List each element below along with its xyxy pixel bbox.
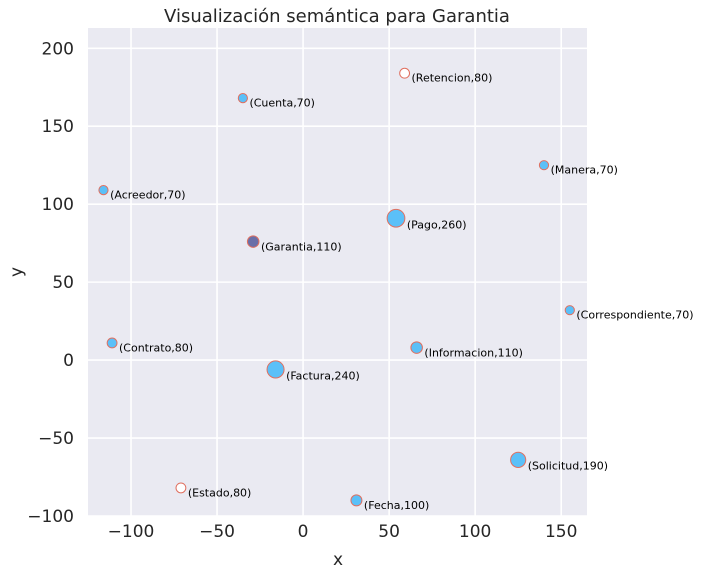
point-label-factura: (Factura,240) <box>286 370 360 383</box>
data-point-acreedor <box>98 185 109 196</box>
point-label-solicitud: (Solicitud,190) <box>528 460 608 473</box>
y-axis-ticks: −100 −50 0 50 100 150 200 <box>27 39 74 527</box>
data-point-contrato <box>106 337 118 349</box>
y-tick-label: 150 <box>42 117 74 137</box>
point-label-manera: (Manera,70) <box>551 164 618 177</box>
x-tick-label: 50 <box>378 522 400 542</box>
data-point-fecha <box>350 494 363 507</box>
point-label-cuenta: (Cuenta,70) <box>249 96 315 109</box>
point-label-acreedor: (Acreedor,70) <box>110 188 186 201</box>
y-tick-label: 50 <box>52 273 74 293</box>
data-point-solicitud <box>510 451 527 468</box>
data-point-garantia <box>246 235 260 248</box>
point-label-pago: (Pago,260) <box>407 219 467 232</box>
point-label-garantia: (Garantia,110) <box>261 240 342 253</box>
x-tick-label: −50 <box>199 522 235 542</box>
data-point-correspondiente <box>564 305 575 316</box>
x-tick-label: 0 <box>298 522 309 542</box>
y-tick-label: 100 <box>42 195 74 215</box>
y-tick-label: 200 <box>42 39 74 59</box>
chart-title: Visualización semántica para Garantia <box>164 6 510 27</box>
y-tick-label: −100 <box>27 507 74 527</box>
x-tick-label: −100 <box>108 522 155 542</box>
point-label-informacion: (Informacion,110) <box>424 347 522 360</box>
data-point-cuenta <box>237 93 248 104</box>
x-axis-ticks: −100 −50 0 50 100 150 <box>108 522 578 542</box>
point-label-estado: (Estado,80) <box>188 486 252 499</box>
data-points <box>98 67 575 507</box>
point-label-contrato: (Contrato,80) <box>119 341 193 354</box>
data-point-estado <box>175 482 187 494</box>
y-tick-label: −50 <box>38 429 74 449</box>
data-point-pago <box>386 208 406 228</box>
point-label-retencion: (Retencion,80) <box>412 72 493 85</box>
point-label-correspondiente: (Correspondiente,70) <box>576 308 693 321</box>
point-labels: (Retencion,80) (Cuenta,70) (Manera,70) (Acr… <box>110 72 693 512</box>
y-tick-label: 0 <box>63 351 74 371</box>
plot-area <box>88 28 587 516</box>
y-axis-label: y <box>7 267 27 277</box>
point-label-fecha: (Fecha,100) <box>364 499 429 512</box>
data-point-retencion <box>399 67 411 79</box>
data-point-factura <box>266 360 285 379</box>
x-tick-label: 100 <box>459 522 491 542</box>
data-point-informacion <box>410 341 423 354</box>
data-point-manera <box>538 160 550 171</box>
x-tick-label: 150 <box>545 522 577 542</box>
x-axis-label: x <box>333 550 343 570</box>
grid-lines <box>88 28 587 517</box>
